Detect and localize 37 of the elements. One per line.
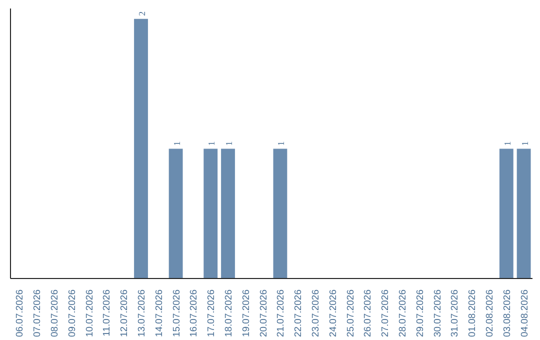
data-label: 1 — [172, 141, 182, 146]
x-tick-label: 16.07.2026 — [188, 290, 200, 338]
data-label: 2 — [137, 11, 147, 16]
x-tick-label: 21.07.2026 — [276, 290, 287, 338]
x-tick-label: 23.07.2026 — [310, 290, 322, 338]
x-tick-label: 10.07.2026 — [84, 290, 96, 338]
x-tick-label: 01.08.2026 — [467, 290, 478, 338]
data-label: 1 — [276, 141, 286, 146]
x-tick-label: 11.07.2026 — [102, 290, 113, 336]
x-tick-label: 03.08.2026 — [502, 290, 513, 338]
x-tick-label: 15.07.2026 — [171, 290, 182, 338]
data-label: 1 — [224, 141, 234, 146]
data-label: 1 — [206, 141, 217, 146]
x-tick-label: 17.07.2026 — [206, 290, 218, 338]
x-tick-label: 02.08.2026 — [484, 290, 496, 338]
x-tick-label: 29.07.2026 — [414, 290, 426, 338]
x-tick-label: 19.07.2026 — [240, 290, 252, 338]
x-tick-label: 09.07.2026 — [66, 290, 78, 338]
x-tick-label: 07.07.2026 — [32, 290, 44, 338]
data-label: 1 — [520, 141, 530, 146]
x-tick-label: 26.07.2026 — [362, 290, 374, 338]
x-tick-label: 22.07.2026 — [293, 290, 304, 338]
x-tick-label: 28.07.2026 — [398, 290, 408, 338]
x-tick-label: 30.07.2026 — [432, 290, 444, 338]
data-label: 1 — [502, 141, 512, 146]
x-tick-label: 18.07.2026 — [224, 290, 234, 338]
x-tick-label: 31.07.2026 — [450, 290, 461, 338]
x-tick-label: 24.07.2026 — [328, 290, 339, 338]
x-tick-label: 20.07.2026 — [258, 290, 270, 338]
x-tick-label: 04.08.2026 — [519, 290, 530, 338]
x-tick-label: 06.07.2026 — [14, 290, 26, 338]
x-tick-label: 13.07.2026 — [136, 290, 148, 338]
x-tick-label: 27.07.2026 — [380, 290, 392, 338]
x-tick-label: 08.07.2026 — [50, 290, 60, 338]
x-tick-label: 14.07.2026 — [154, 290, 165, 338]
x-tick-label: 25.07.2026 — [345, 290, 356, 338]
x-tick-label: 12.07.2026 — [119, 290, 130, 338]
